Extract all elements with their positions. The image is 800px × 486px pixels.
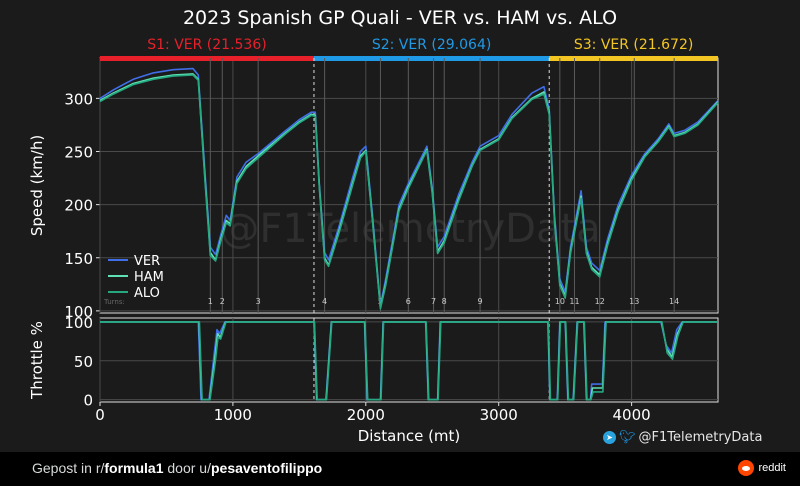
x-tick-label: 3000 bbox=[480, 406, 518, 424]
speed-tick-label: 250 bbox=[64, 144, 93, 162]
legend-label-ver: VER bbox=[134, 254, 160, 269]
speed-tick-label: 200 bbox=[64, 197, 93, 215]
subreddit-link[interactable]: formula1 bbox=[104, 460, 164, 476]
throttle-tick-label: 0 bbox=[83, 392, 93, 410]
corner-number: 11 bbox=[569, 297, 579, 306]
x-tick-label: 2000 bbox=[347, 406, 385, 424]
corner-number: 2 bbox=[220, 297, 225, 306]
corner-number: 14 bbox=[669, 297, 679, 306]
social-credit: ➤ 🐦︎ @F1TelemetryData bbox=[603, 430, 762, 445]
speed-tick-label: 300 bbox=[64, 90, 93, 108]
corner-number: 8 bbox=[442, 297, 447, 306]
reddit-brand: reddit bbox=[738, 460, 786, 476]
corner-number: 3 bbox=[256, 297, 261, 306]
speed-tick-label: 150 bbox=[64, 250, 93, 268]
telegram-icon: ➤ bbox=[603, 431, 616, 444]
corner-number: 12 bbox=[595, 297, 605, 306]
user-link[interactable]: pesaventofilippo bbox=[210, 460, 323, 476]
throttle-tick-label: 50 bbox=[74, 353, 93, 371]
footer-middle: door u/ bbox=[163, 460, 211, 476]
corner-number: 13 bbox=[629, 297, 639, 306]
sector-bar-2 bbox=[313, 56, 550, 61]
throttle-panel bbox=[99, 317, 719, 403]
credit-handle: @F1TelemetryData bbox=[638, 430, 763, 445]
legend-label-ham: HAM bbox=[134, 270, 164, 285]
throttle-line-alo bbox=[100, 321, 718, 401]
corner-number: 4 bbox=[322, 297, 327, 306]
footer-prefix: Gepost in r/ bbox=[32, 460, 105, 476]
watermark: @F1TelemetryData bbox=[219, 206, 600, 252]
corner-number: 6 bbox=[406, 297, 411, 306]
chart-title: 2023 Spanish GP Quali - VER vs. HAM vs. … bbox=[183, 7, 617, 29]
speed-tick-label: 100 bbox=[64, 303, 93, 321]
sector-label-1: S1: VER (21.536) bbox=[147, 37, 266, 53]
corner-number: 10 bbox=[555, 297, 565, 306]
post-attribution: Gepost in r/formula1 door u/pesaventofil… bbox=[32, 460, 322, 476]
x-tick-label: 4000 bbox=[613, 406, 651, 424]
reddit-icon bbox=[738, 460, 755, 476]
x-axis-label: Distance (mt) bbox=[358, 427, 461, 445]
throttle-tick-label: 100 bbox=[64, 314, 93, 332]
telemetry-chart: 2023 Spanish GP Quali - VER vs. HAM vs. … bbox=[28, 7, 719, 445]
reddit-wordmark: reddit bbox=[758, 462, 786, 474]
speed-axis-label: Speed (km/h) bbox=[28, 135, 46, 236]
throttle-axis-label: Throttle % bbox=[28, 321, 46, 400]
reddit-footer: Gepost in r/formula1 door u/pesaventofil… bbox=[0, 452, 800, 486]
sector-label-3: S3: VER (21.672) bbox=[574, 37, 693, 53]
speed-line-alo bbox=[99, 74, 719, 310]
sector-bar-3 bbox=[549, 56, 718, 61]
speed-line-ver bbox=[99, 67, 719, 307]
x-tick-label: 1000 bbox=[214, 406, 252, 424]
turns-label: Turns: bbox=[103, 298, 125, 306]
sector-label-2: S2: VER (29.064) bbox=[372, 37, 491, 53]
sector-bar-1 bbox=[100, 56, 314, 61]
corner-number: 7 bbox=[431, 297, 436, 306]
corner-number: 1 bbox=[208, 297, 213, 306]
legend-label-alo: ALO bbox=[134, 286, 160, 301]
twitter-icon: 🐦︎ bbox=[619, 430, 636, 445]
x-tick-label: 0 bbox=[95, 406, 105, 424]
corner-number: 9 bbox=[478, 297, 483, 306]
